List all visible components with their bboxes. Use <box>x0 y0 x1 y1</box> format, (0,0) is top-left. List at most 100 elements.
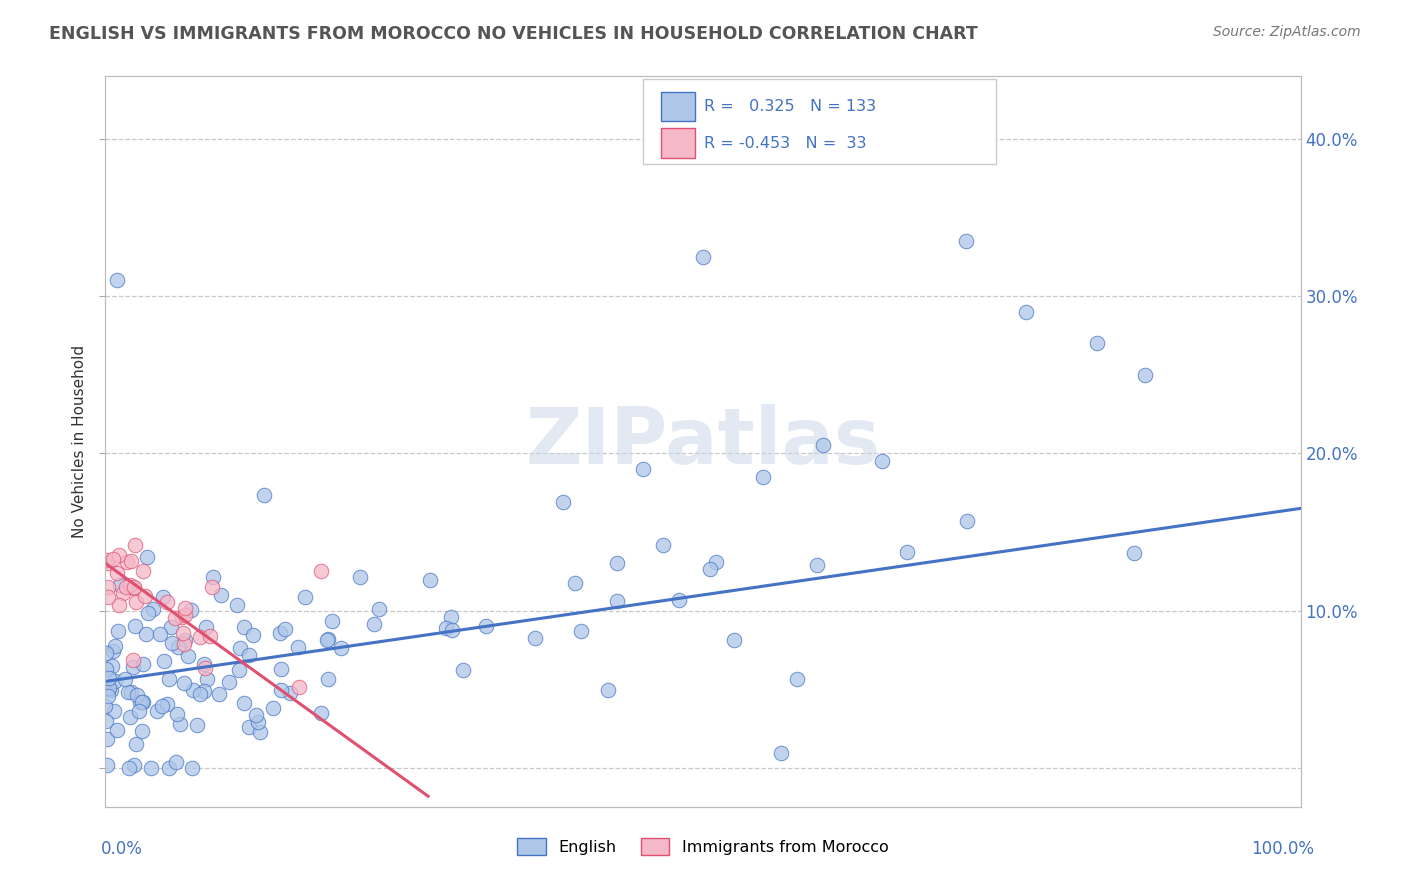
Point <box>202 570 225 584</box>
Point <box>170 609 193 624</box>
Point <box>309 706 332 720</box>
Point <box>177 649 200 664</box>
Text: R = -0.453   N =  33: R = -0.453 N = 33 <box>704 136 866 151</box>
Point <box>209 588 232 602</box>
Point <box>228 663 250 677</box>
Point <box>108 598 131 612</box>
Point <box>107 624 129 638</box>
FancyBboxPatch shape <box>644 79 995 163</box>
Point <box>132 657 155 672</box>
Point <box>270 662 292 676</box>
Point <box>111 586 134 600</box>
Point <box>896 545 918 559</box>
Point <box>125 595 148 609</box>
Point <box>97 689 120 703</box>
Text: 0.0%: 0.0% <box>101 840 143 858</box>
Point <box>751 470 773 484</box>
Text: ZIPatlas: ZIPatlas <box>526 403 880 480</box>
Point <box>117 685 139 699</box>
Point <box>174 632 197 647</box>
Point <box>668 593 690 607</box>
Point <box>270 682 292 697</box>
Point <box>173 637 195 651</box>
Point <box>368 602 391 616</box>
Text: 100.0%: 100.0% <box>1251 840 1315 858</box>
Point <box>605 556 627 570</box>
Point <box>114 672 136 686</box>
Point <box>434 621 457 635</box>
Point <box>193 684 215 698</box>
Point <box>132 695 155 709</box>
Point <box>152 590 174 604</box>
Point <box>564 575 586 590</box>
Point <box>262 701 284 715</box>
Point <box>120 554 142 568</box>
Point <box>167 640 190 654</box>
Point <box>124 619 146 633</box>
Point <box>419 573 441 587</box>
Point <box>100 682 122 697</box>
Point <box>97 580 120 594</box>
Point <box>122 580 145 594</box>
Point <box>596 682 619 697</box>
Point <box>172 626 194 640</box>
Point <box>316 672 339 686</box>
Point <box>169 716 191 731</box>
Point <box>249 725 271 739</box>
Point <box>141 761 163 775</box>
Point <box>104 673 127 688</box>
Point <box>226 599 249 613</box>
Point <box>238 648 260 662</box>
Point <box>232 620 254 634</box>
Point <box>146 704 169 718</box>
Point <box>122 652 145 666</box>
Point <box>157 672 180 686</box>
Point <box>180 602 202 616</box>
Point <box>294 590 316 604</box>
Point <box>193 661 215 675</box>
Point <box>238 721 260 735</box>
Point <box>183 682 205 697</box>
Point <box>195 620 218 634</box>
Point <box>149 627 172 641</box>
Point <box>246 715 269 730</box>
Point <box>1014 305 1036 319</box>
Point <box>105 566 128 580</box>
Point <box>103 551 125 566</box>
Point <box>96 646 118 660</box>
Point <box>96 731 118 746</box>
Point <box>108 578 131 592</box>
Text: ENGLISH VS IMMIGRANTS FROM MOROCCO NO VEHICLES IN HOUSEHOLD CORRELATION CHART: ENGLISH VS IMMIGRANTS FROM MOROCCO NO VE… <box>49 25 979 43</box>
Point <box>188 630 211 644</box>
Point <box>181 761 204 775</box>
Point <box>160 636 183 650</box>
Point <box>316 633 339 648</box>
Point <box>108 548 131 562</box>
Point <box>451 663 474 677</box>
Point <box>188 687 211 701</box>
Point <box>166 706 188 721</box>
Point <box>349 569 371 583</box>
Point <box>440 623 463 637</box>
Point <box>120 685 142 699</box>
Point <box>201 580 224 594</box>
Point <box>651 538 673 552</box>
Point <box>94 714 117 728</box>
Point <box>321 614 343 628</box>
Point <box>122 758 145 772</box>
Point <box>195 672 218 686</box>
Point <box>96 758 118 772</box>
Point <box>103 704 125 718</box>
Point <box>131 723 153 738</box>
Point <box>97 590 120 604</box>
Point <box>129 696 152 710</box>
Point <box>198 629 221 643</box>
Point <box>160 620 183 634</box>
Point <box>104 640 127 654</box>
Point <box>134 589 156 603</box>
Point <box>136 550 159 565</box>
Point <box>135 626 157 640</box>
Bar <box>661 128 695 158</box>
Point <box>127 689 149 703</box>
Point <box>105 723 128 737</box>
